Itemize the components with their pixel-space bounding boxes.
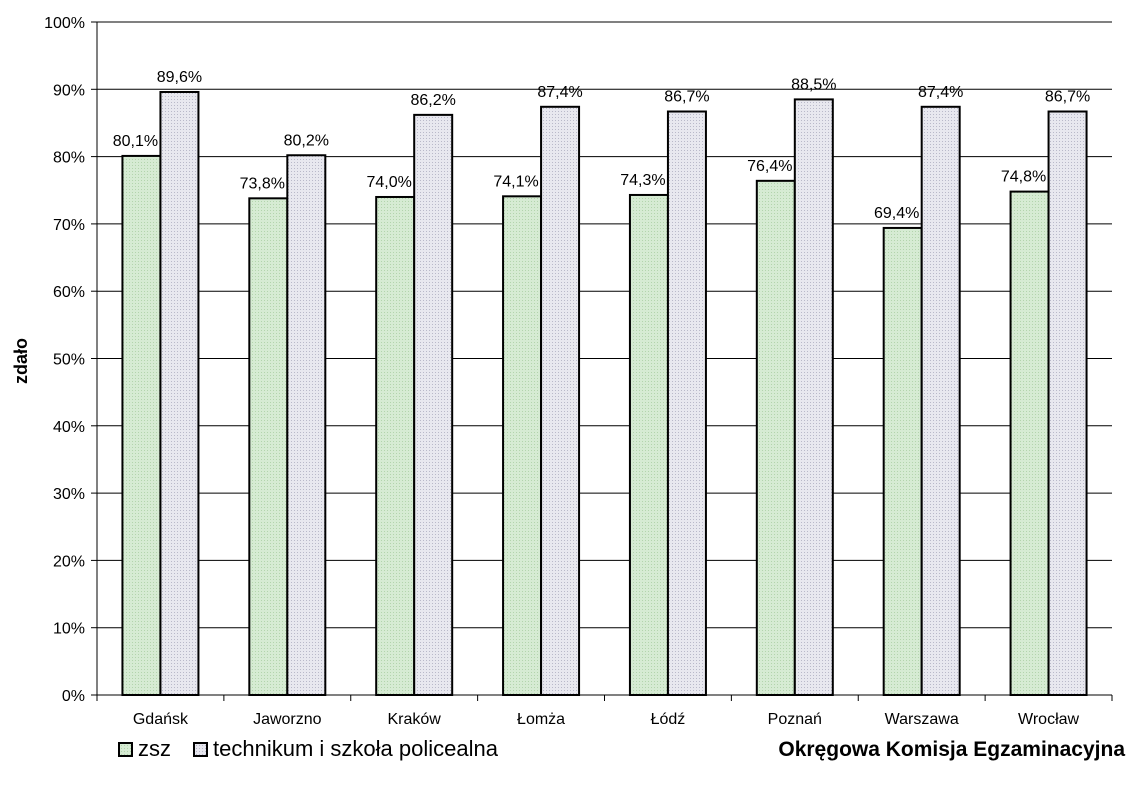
- bar-zsz: [882, 226, 923, 697]
- data-label: 69,4%: [874, 205, 919, 222]
- value-labels: 80,1% 89,6% 73,8% 80,2% 74,0% 86,2% 74,1% 87,4%…: [113, 69, 1091, 222]
- y-tick-label: 50%: [53, 352, 85, 369]
- y-tick-label: 80%: [53, 150, 85, 167]
- data-label: 76,4%: [747, 158, 792, 175]
- bar-zsz: [502, 195, 543, 696]
- legend-label-zsz: zsz: [138, 736, 171, 761]
- legend-swatch-technikum: [193, 741, 208, 757]
- x-tick-label: Jaworzno: [253, 711, 322, 728]
- x-tick-label: Warszawa: [885, 711, 959, 728]
- bar-technikum: [793, 98, 834, 696]
- data-label: 86,7%: [664, 89, 709, 106]
- bar-technikum: [666, 110, 707, 697]
- bar-zsz: [121, 154, 162, 696]
- data-label: 80,1%: [113, 133, 158, 150]
- y-tick-label: 30%: [53, 486, 85, 503]
- y-tick-label: 10%: [53, 621, 85, 638]
- bar-technikum: [159, 90, 200, 696]
- bar-zsz: [248, 197, 289, 697]
- bar-technikum: [540, 105, 581, 697]
- data-label: 89,6%: [157, 69, 202, 86]
- y-tick-label: 100%: [44, 15, 85, 32]
- legend: zsz technikum i szkoła policealna: [118, 736, 520, 762]
- bar-technikum: [286, 154, 327, 696]
- y-tick-label: 20%: [53, 553, 85, 570]
- bar-zsz: [1009, 190, 1050, 696]
- axes: 0% 10% 20% 30% 40% 50% 60% 70% 80% 90% 100% Gdańsk J…: [44, 15, 1113, 728]
- x-tick-label: Łódź: [651, 711, 686, 728]
- data-label: 80,2%: [284, 132, 329, 149]
- bar-zsz: [755, 179, 796, 696]
- bar-technikum: [413, 113, 454, 696]
- y-tick-label: 70%: [53, 217, 85, 234]
- legend-item-technikum: technikum i szkoła policealna: [193, 736, 498, 762]
- x-tick-label: Łomża: [517, 711, 565, 728]
- y-axis-title: zdało: [11, 338, 31, 384]
- x-tick-label: Wrocław: [1018, 711, 1079, 728]
- data-label: 74,1%: [493, 173, 538, 190]
- bar-technikum: [1047, 110, 1088, 697]
- y-tick-label: 90%: [53, 82, 85, 99]
- credit-text: Okręgowa Komisja Egzaminacyjna: [778, 738, 1125, 761]
- y-tick-label: 40%: [53, 419, 85, 436]
- x-tick-label: Poznań: [768, 711, 822, 728]
- data-label: 87,4%: [537, 84, 582, 101]
- y-tick-label: 0%: [62, 688, 85, 705]
- data-label: 86,2%: [411, 92, 456, 109]
- data-label: 73,8%: [240, 175, 285, 192]
- x-tick-label: Gdańsk: [133, 711, 189, 728]
- data-label: 87,4%: [918, 84, 963, 101]
- legend-item-zsz: zsz: [118, 736, 171, 762]
- bar-zsz: [375, 195, 416, 696]
- data-label: 74,3%: [620, 172, 665, 189]
- x-tick-label: Kraków: [388, 711, 442, 728]
- bar-zsz: [628, 193, 669, 696]
- bar-chart: 80,1% 89,6% 73,8% 80,2% 74,0% 86,2% 74,1% 87,4%…: [11, 15, 1113, 728]
- data-label: 74,0%: [367, 174, 412, 191]
- legend-swatch-zsz: [118, 741, 133, 757]
- data-label: 74,8%: [1001, 169, 1046, 186]
- data-label: 86,7%: [1045, 89, 1090, 106]
- data-label: 88,5%: [791, 76, 836, 93]
- legend-label-technikum: technikum i szkoła policealna: [213, 736, 498, 761]
- bar-technikum: [920, 105, 961, 697]
- y-tick-label: 60%: [53, 284, 85, 301]
